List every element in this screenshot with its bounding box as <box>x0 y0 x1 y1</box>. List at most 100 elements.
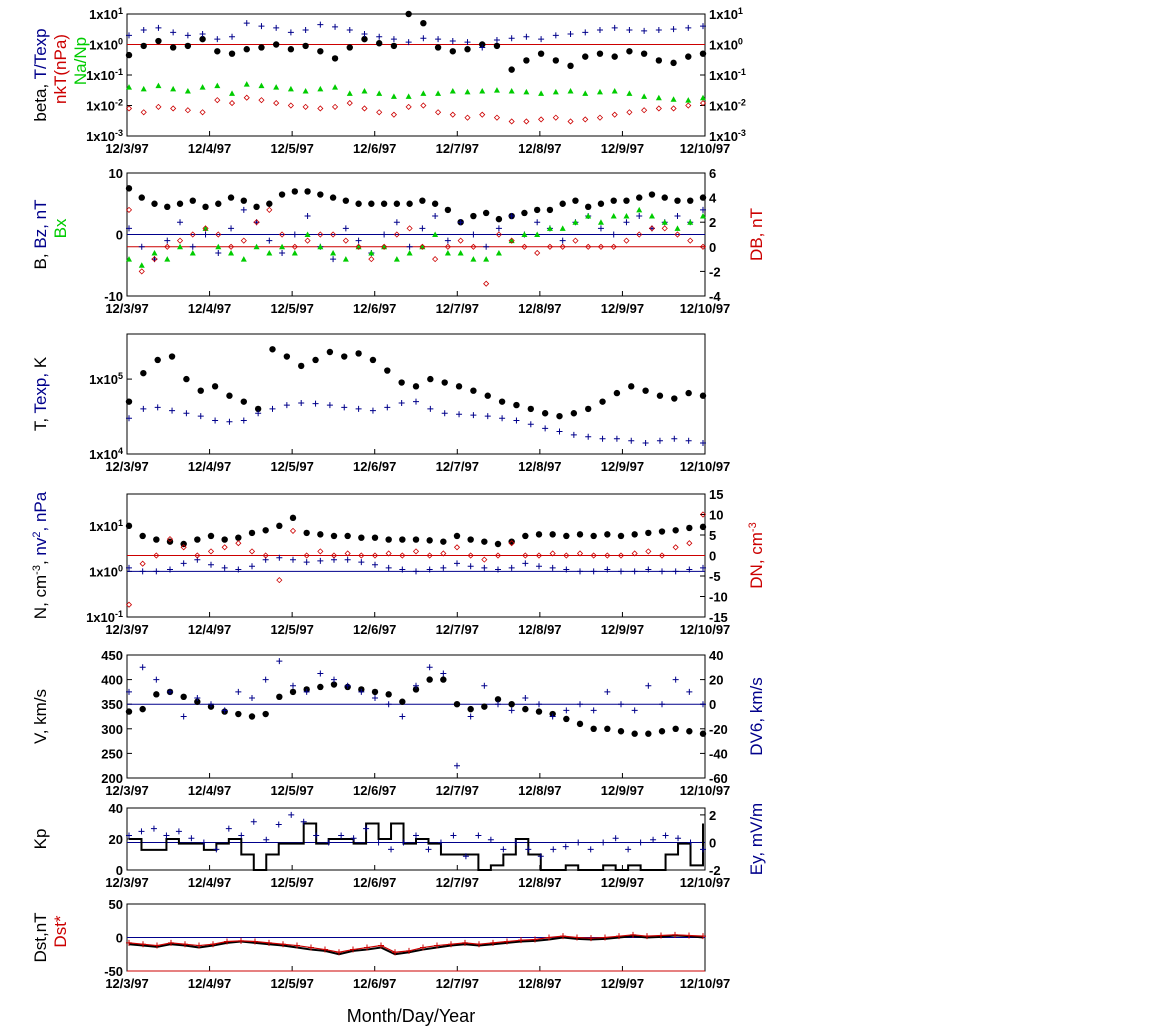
diamond-marker <box>330 552 338 559</box>
dot-marker <box>258 44 265 51</box>
x-tick-label: 12/10/97 <box>680 459 731 474</box>
series-DN <box>125 511 707 608</box>
dot-marker <box>495 215 503 223</box>
dot-marker <box>533 206 541 214</box>
dot-marker <box>685 389 692 397</box>
dot-marker <box>513 401 520 409</box>
y-tick-label-right: 15 <box>709 487 723 502</box>
dot-marker <box>613 389 621 397</box>
plus-marker <box>228 225 235 232</box>
plus-marker <box>363 825 370 832</box>
triangle-marker <box>636 206 643 213</box>
y-axis-label-left-part: K <box>31 356 50 368</box>
y-axis-label-left: Kp <box>31 829 50 850</box>
diamond-marker <box>426 552 433 559</box>
diamond-marker <box>207 548 215 555</box>
dot-marker <box>464 46 471 53</box>
dot-marker <box>211 383 219 390</box>
dot-marker <box>522 705 529 713</box>
plus-marker <box>577 568 583 575</box>
diamond-marker <box>390 111 397 118</box>
diamond-marker <box>576 550 584 557</box>
plus-marker <box>550 846 557 853</box>
x-tick-label: 12/7/97 <box>436 301 479 316</box>
dot-marker <box>655 57 663 64</box>
dot-marker <box>572 197 579 204</box>
y-tick-label-right: 10 <box>709 508 723 523</box>
triangle-marker <box>626 90 633 96</box>
triangle-marker <box>393 256 400 262</box>
triangle-marker <box>582 90 589 96</box>
dot-marker <box>661 194 668 201</box>
diamond-marker <box>444 243 451 250</box>
diamond-marker <box>385 550 392 557</box>
plus-marker <box>188 835 195 842</box>
plus-marker <box>126 832 132 839</box>
y-axis-label-right: DV6, km/s <box>747 677 766 755</box>
diamond-marker <box>467 552 474 559</box>
diamond-marker <box>655 105 662 112</box>
triangle-marker <box>240 256 247 262</box>
plus-marker <box>355 405 362 412</box>
series-Ey <box>126 811 706 860</box>
plus-marker <box>140 405 147 412</box>
plus-marker <box>432 213 439 220</box>
triangle-marker <box>508 87 515 94</box>
plus-marker <box>426 664 433 671</box>
dot-marker <box>138 194 145 201</box>
dot-marker <box>610 197 617 204</box>
diamond-marker <box>641 107 648 114</box>
y-axis-label-left: N, cm-3, nv2, nPa <box>31 491 50 619</box>
plus-marker <box>612 835 619 842</box>
plus-marker <box>167 688 173 695</box>
plus-marker <box>600 839 607 846</box>
plus-marker <box>170 29 177 36</box>
dot-marker <box>470 387 477 394</box>
diamond-marker <box>626 109 633 116</box>
plus-marker <box>512 839 519 846</box>
diamond-marker <box>546 243 553 250</box>
plus-marker <box>139 664 146 671</box>
y-tick-label-right: 1x10-3 <box>709 128 746 144</box>
dot-marker <box>346 44 353 51</box>
diamond-marker <box>262 552 269 559</box>
diamond-marker <box>582 116 589 123</box>
y-axis-label-left-2-part: Bx <box>51 218 70 238</box>
plus-marker <box>355 237 362 244</box>
dot-marker <box>253 203 260 211</box>
plus-marker <box>685 437 692 444</box>
diamond-marker <box>420 102 427 109</box>
triangle-marker <box>376 90 383 96</box>
plus-marker <box>585 433 592 440</box>
dot-marker <box>670 59 677 67</box>
plus-marker <box>381 231 388 238</box>
plus-marker <box>399 566 406 573</box>
plus-marker <box>312 400 319 407</box>
y-axis-label-left-2: Bx <box>51 218 70 238</box>
dot-marker <box>470 212 477 220</box>
dot-marker <box>384 367 391 374</box>
triangle-marker <box>641 93 648 99</box>
triangle-marker <box>610 213 617 219</box>
dot-marker <box>604 531 611 538</box>
diamond-marker <box>243 94 250 101</box>
plus-marker <box>358 559 365 566</box>
dot-marker <box>482 209 490 217</box>
plus-marker <box>537 853 544 860</box>
plus-marker <box>372 561 378 568</box>
plus-marker <box>189 243 196 250</box>
y-axis-label-left-sup: -3 <box>31 565 43 575</box>
plus-marker <box>513 417 520 424</box>
y-tick-label-left: 1x104 <box>89 446 123 462</box>
plus-marker <box>425 846 432 853</box>
x-tick-label: 12/10/97 <box>680 622 731 637</box>
diamond-marker <box>227 243 235 250</box>
x-tick-label: 12/7/97 <box>436 875 479 890</box>
dot-marker <box>658 528 666 535</box>
diamond-marker <box>611 111 618 118</box>
y-tick-label-right-sup: -3 <box>738 128 746 138</box>
triangle-marker <box>406 249 413 256</box>
y-tick-label-right: 0 <box>709 240 716 255</box>
plus-marker <box>325 839 332 846</box>
